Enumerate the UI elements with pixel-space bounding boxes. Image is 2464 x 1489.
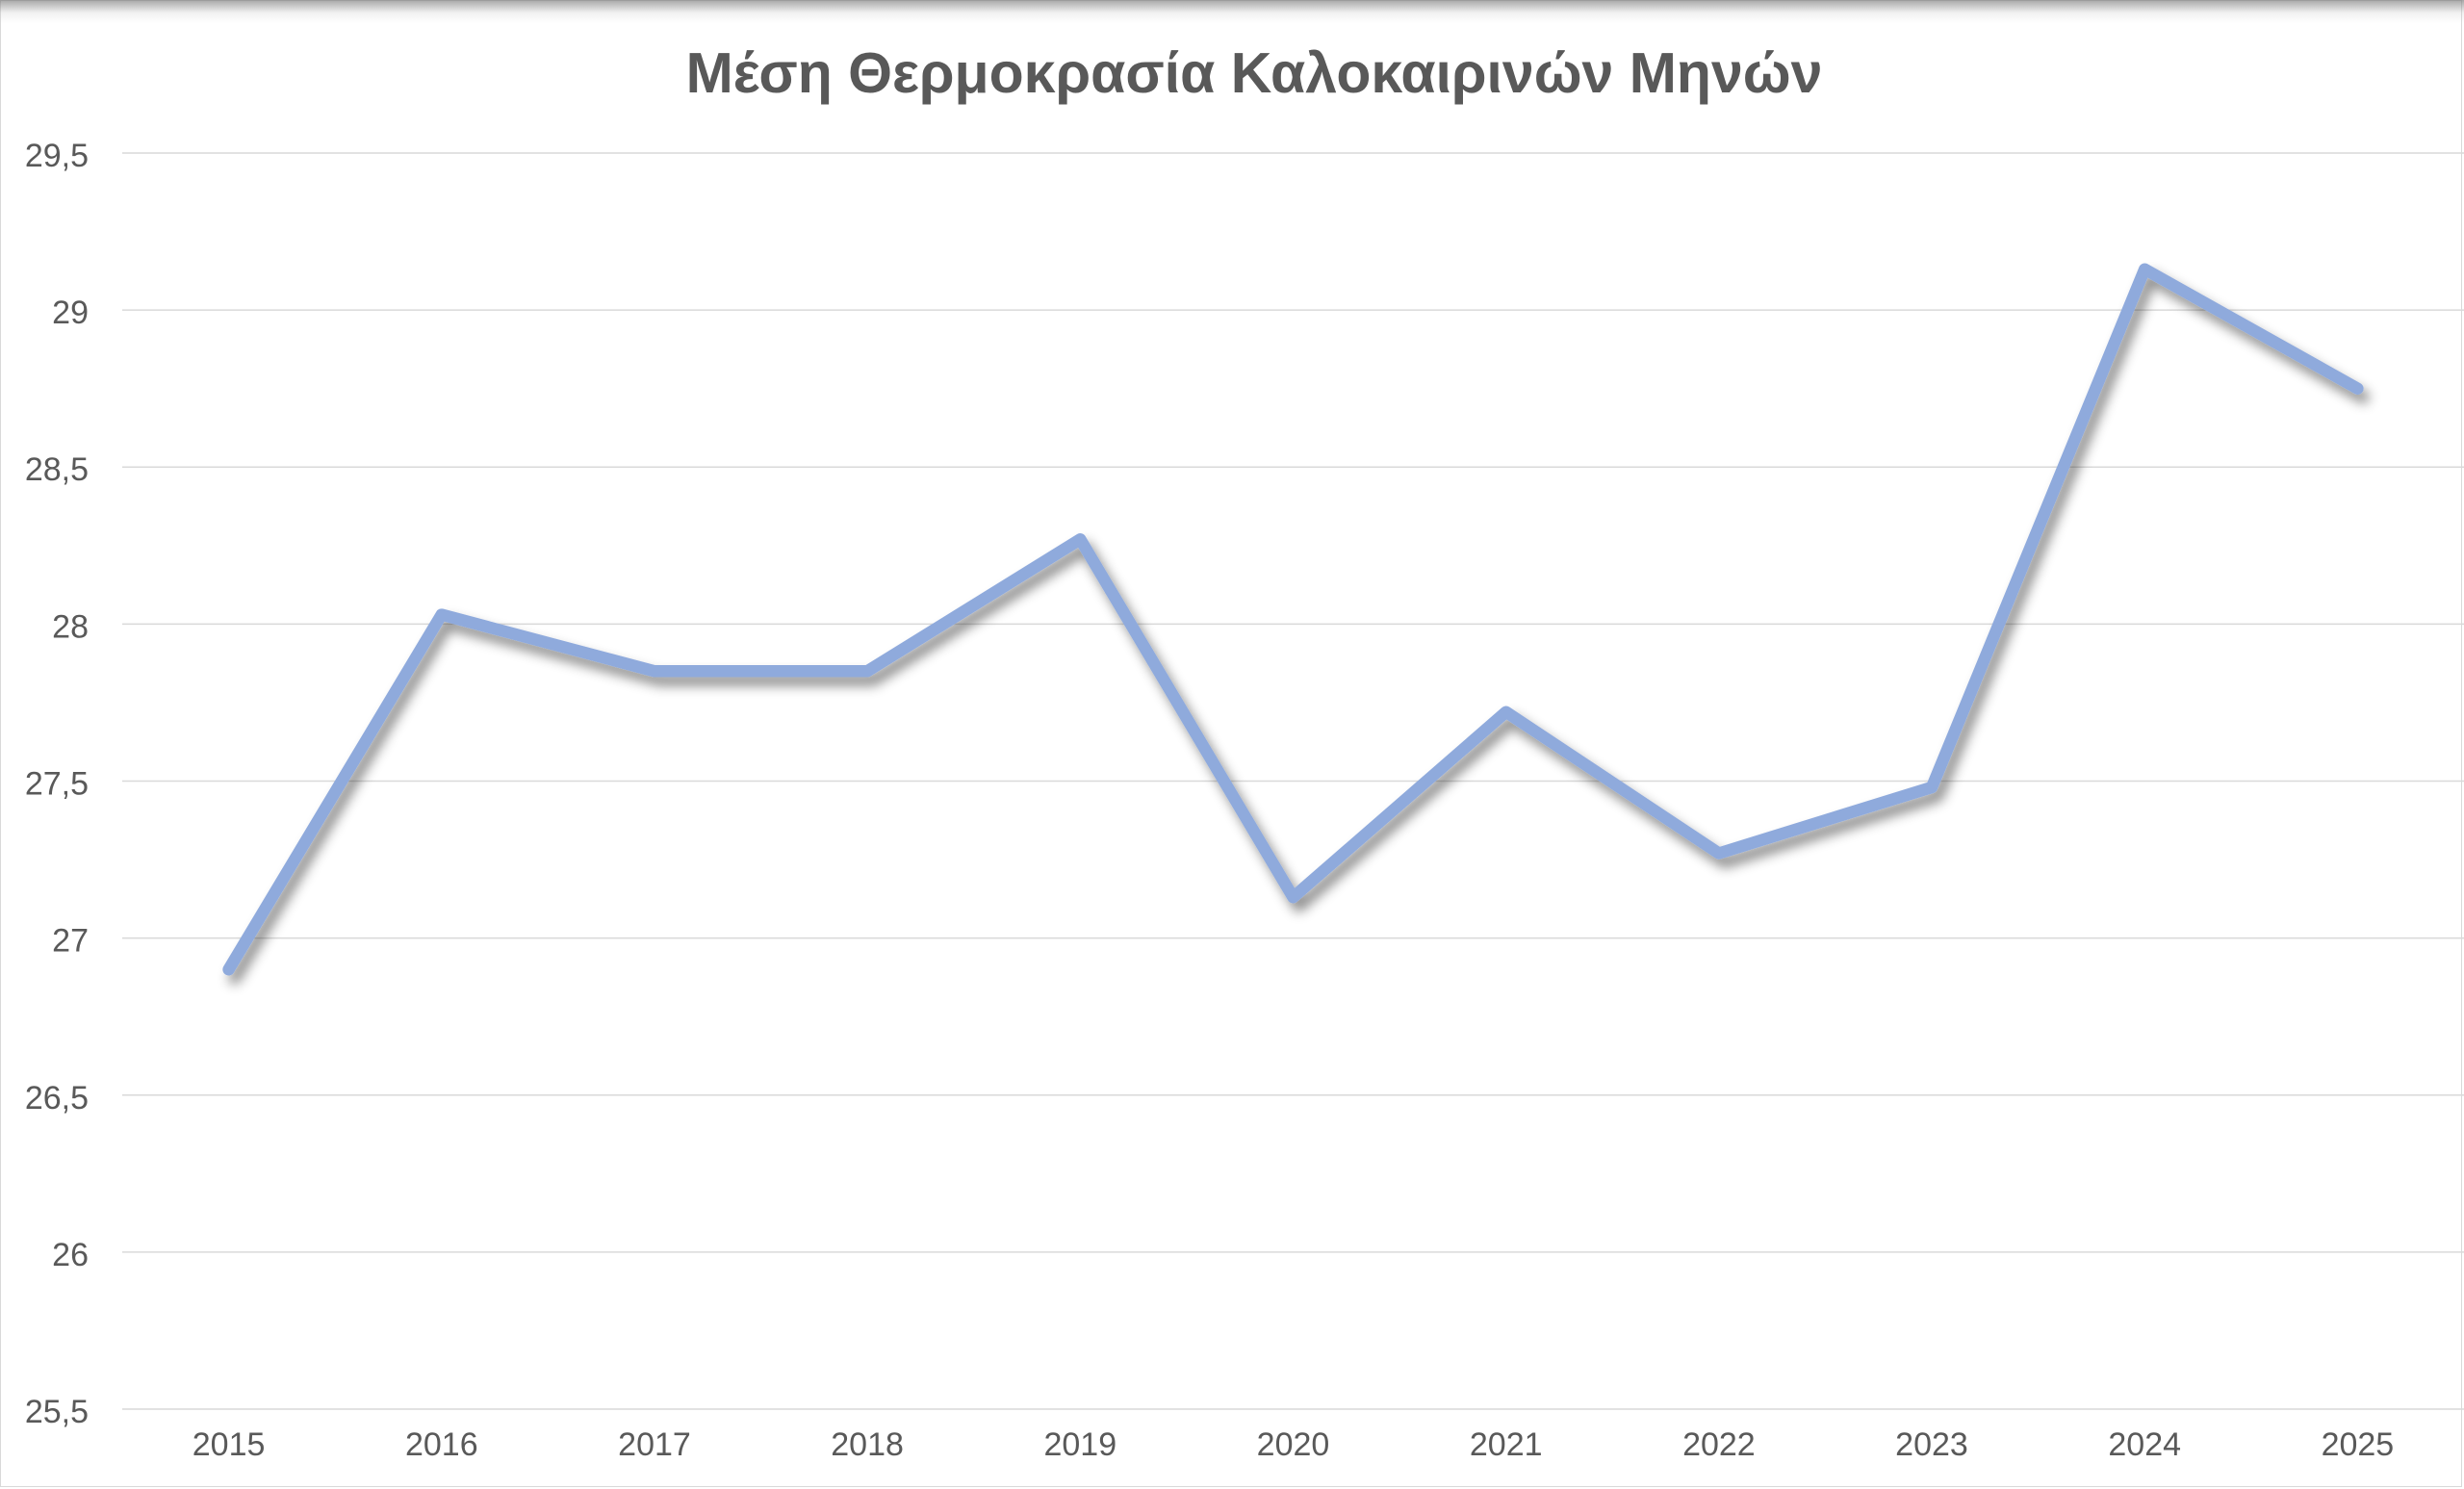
svg-text:29: 29 — [52, 295, 89, 331]
svg-text:25,5: 25,5 — [25, 1394, 89, 1430]
svg-text:28,5: 28,5 — [25, 451, 89, 488]
svg-text:2024: 2024 — [2108, 1426, 2181, 1463]
svg-text:2019: 2019 — [1043, 1426, 1116, 1463]
svg-text:2020: 2020 — [1257, 1426, 1330, 1463]
svg-text:2025: 2025 — [2322, 1426, 2395, 1463]
svg-text:2016: 2016 — [405, 1426, 478, 1463]
svg-text:27,5: 27,5 — [25, 766, 89, 803]
svg-text:2017: 2017 — [618, 1426, 691, 1463]
svg-text:2022: 2022 — [1682, 1426, 1756, 1463]
svg-text:26: 26 — [52, 1237, 89, 1273]
svg-text:27: 27 — [52, 923, 89, 960]
svg-text:26,5: 26,5 — [25, 1080, 89, 1117]
svg-text:2021: 2021 — [1470, 1426, 1543, 1463]
svg-text:28: 28 — [52, 608, 89, 645]
svg-text:2018: 2018 — [831, 1426, 904, 1463]
svg-text:2015: 2015 — [192, 1426, 266, 1463]
svg-text:2023: 2023 — [1895, 1426, 1968, 1463]
svg-text:29,5: 29,5 — [25, 138, 89, 174]
